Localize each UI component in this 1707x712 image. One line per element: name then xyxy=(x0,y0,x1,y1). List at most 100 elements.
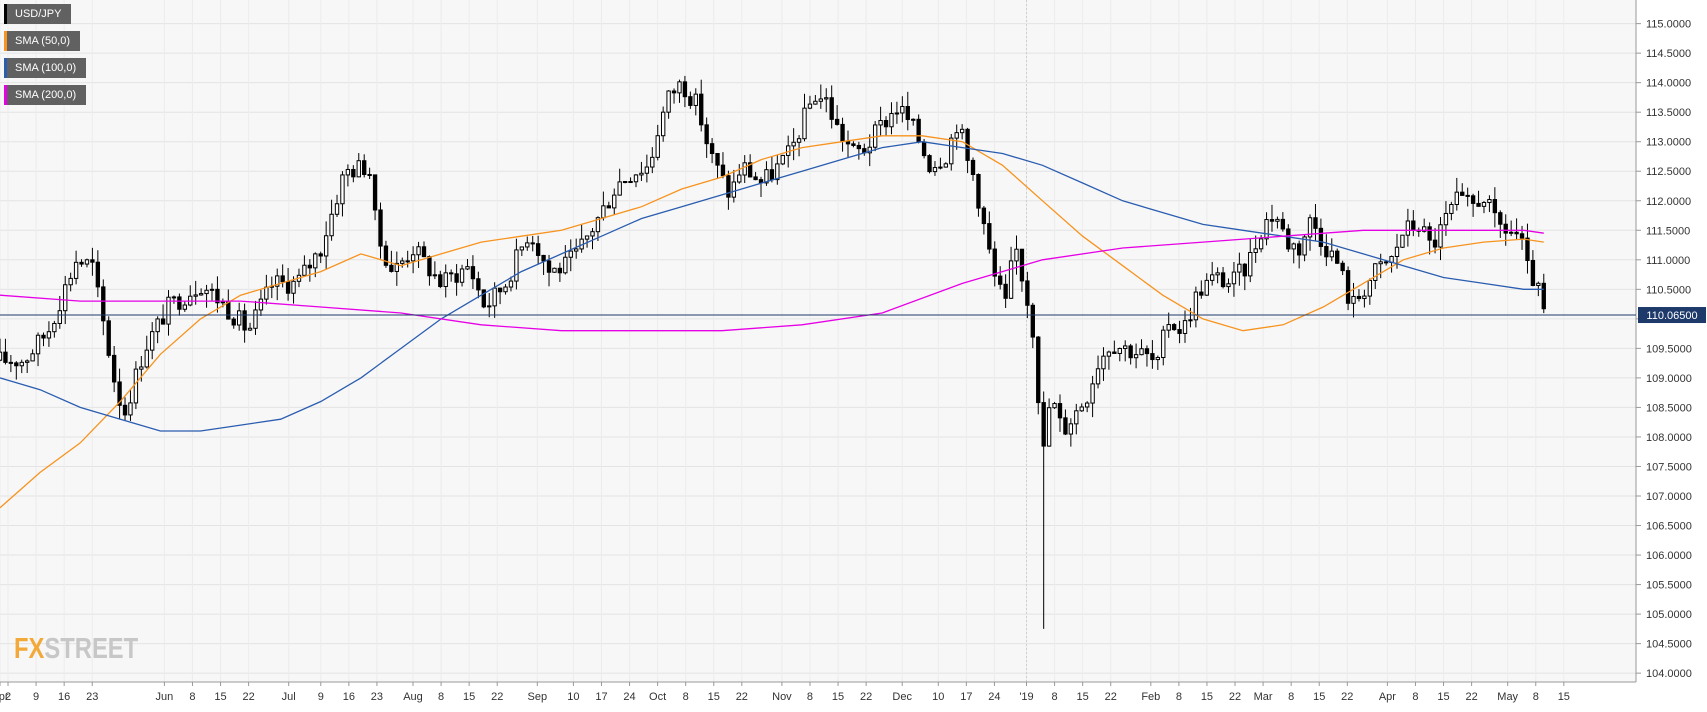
x-tick-label: 15 xyxy=(1437,691,1449,703)
candle-body xyxy=(1030,304,1035,338)
sma-line-2 xyxy=(0,229,1544,332)
candle-body xyxy=(1095,368,1101,385)
candle-body xyxy=(622,181,628,184)
candle-body xyxy=(209,288,215,291)
candle-body xyxy=(253,309,258,329)
candle-body xyxy=(851,143,856,146)
candle-body xyxy=(1373,263,1378,281)
x-tick-label: 17 xyxy=(595,691,607,703)
candle-body xyxy=(563,256,568,274)
legend-item-sma200[interactable]: SMA (200,0) xyxy=(4,85,87,105)
candle-body xyxy=(1345,270,1351,304)
candle-body xyxy=(323,235,329,257)
fxstreet-logo: FXSTREET xyxy=(14,633,138,666)
candle-body xyxy=(1041,402,1046,447)
logo-street: STREET xyxy=(44,633,139,665)
candle-body xyxy=(313,253,318,269)
candle-body xyxy=(802,107,807,140)
candle-body xyxy=(258,298,264,311)
candle-body xyxy=(340,174,345,205)
candle-body xyxy=(182,304,187,310)
candle-body xyxy=(150,331,155,351)
candle-body xyxy=(171,296,177,299)
candle-body xyxy=(400,260,405,264)
legend-item-sma50[interactable]: SMA (50,0) xyxy=(4,31,81,51)
candle-body xyxy=(508,280,514,288)
candle-body xyxy=(1508,231,1514,234)
y-tick-label: 114.0000 xyxy=(1646,78,1691,90)
candle-body xyxy=(1296,243,1302,256)
legend-item-sma100[interactable]: SMA (100,0) xyxy=(4,58,87,78)
x-tick-label: 24 xyxy=(988,691,1000,703)
candle-body xyxy=(1454,191,1459,205)
candle-body xyxy=(0,351,3,361)
candle-body xyxy=(231,318,236,326)
candle-body xyxy=(519,246,525,251)
legend-swatch-sma200 xyxy=(4,85,7,105)
candle-body xyxy=(633,174,639,183)
candle-body xyxy=(84,259,90,265)
candle-body xyxy=(731,181,737,198)
candle-body xyxy=(465,266,470,270)
candle-body xyxy=(372,174,378,211)
y-tick-label: 108.5000 xyxy=(1646,402,1692,414)
candle-body xyxy=(1362,295,1367,300)
x-tick-label: 15 xyxy=(214,691,226,703)
candle-body xyxy=(699,93,704,126)
candle-body xyxy=(628,181,633,184)
x-tick-label: 8 xyxy=(1288,691,1294,703)
candle-body xyxy=(307,264,313,269)
x-tick-label: 15 xyxy=(708,691,720,703)
legend-swatch-sma50 xyxy=(4,31,7,51)
candle-body xyxy=(1101,355,1106,370)
y-tick-label: 110.5000 xyxy=(1646,284,1691,296)
candle-body xyxy=(1014,248,1019,262)
candle-body xyxy=(503,286,508,293)
candle-body xyxy=(655,135,660,158)
candle-body xyxy=(1166,324,1171,331)
y-tick-label: 113.5000 xyxy=(1646,107,1691,119)
candle-body xyxy=(1204,279,1209,296)
candle-body xyxy=(1351,295,1356,304)
x-tick-label: Feb xyxy=(1141,691,1160,703)
y-tick-label: 114.5000 xyxy=(1646,48,1691,60)
candle-body xyxy=(780,154,785,165)
x-tick-label: 9 xyxy=(33,691,39,703)
candle-body xyxy=(139,366,144,370)
candle-body xyxy=(1286,228,1291,250)
candle-body xyxy=(1405,220,1411,236)
legend-item-usdjpy[interactable]: USD/JPY xyxy=(4,4,72,24)
y-tick-label: 106.0000 xyxy=(1646,550,1692,562)
x-tick-label: 15 xyxy=(463,691,475,703)
candle-body xyxy=(492,287,497,307)
candle-body xyxy=(1487,199,1492,204)
candle-body xyxy=(976,174,981,209)
x-tick-label: '19 xyxy=(1019,691,1033,703)
x-tick-label: 16 xyxy=(343,691,355,703)
candle-body xyxy=(122,404,128,416)
candle-body xyxy=(981,207,987,225)
candle-body xyxy=(242,310,247,331)
candle-body xyxy=(101,286,106,322)
candle-body xyxy=(133,368,139,404)
x-tick-label: 22 xyxy=(1229,691,1241,703)
x-tick-label: 2 xyxy=(5,691,11,703)
candle-body xyxy=(617,181,622,196)
candle-body xyxy=(535,243,541,256)
candle-body xyxy=(590,231,595,237)
y-tick-label: 113.0000 xyxy=(1646,137,1691,149)
candle-body xyxy=(1411,220,1416,231)
candle-body xyxy=(878,120,883,126)
candle-body xyxy=(111,354,117,383)
candle-body xyxy=(128,402,133,416)
x-tick-label: 9 xyxy=(318,691,324,703)
candle-body xyxy=(438,274,443,288)
candle-body xyxy=(236,310,242,326)
candle-body xyxy=(166,296,171,325)
logo-fx: FX xyxy=(14,633,45,665)
candle-body xyxy=(487,305,492,308)
candle-body xyxy=(1422,226,1427,232)
plot-background xyxy=(0,0,1636,682)
candle-body xyxy=(932,167,938,173)
